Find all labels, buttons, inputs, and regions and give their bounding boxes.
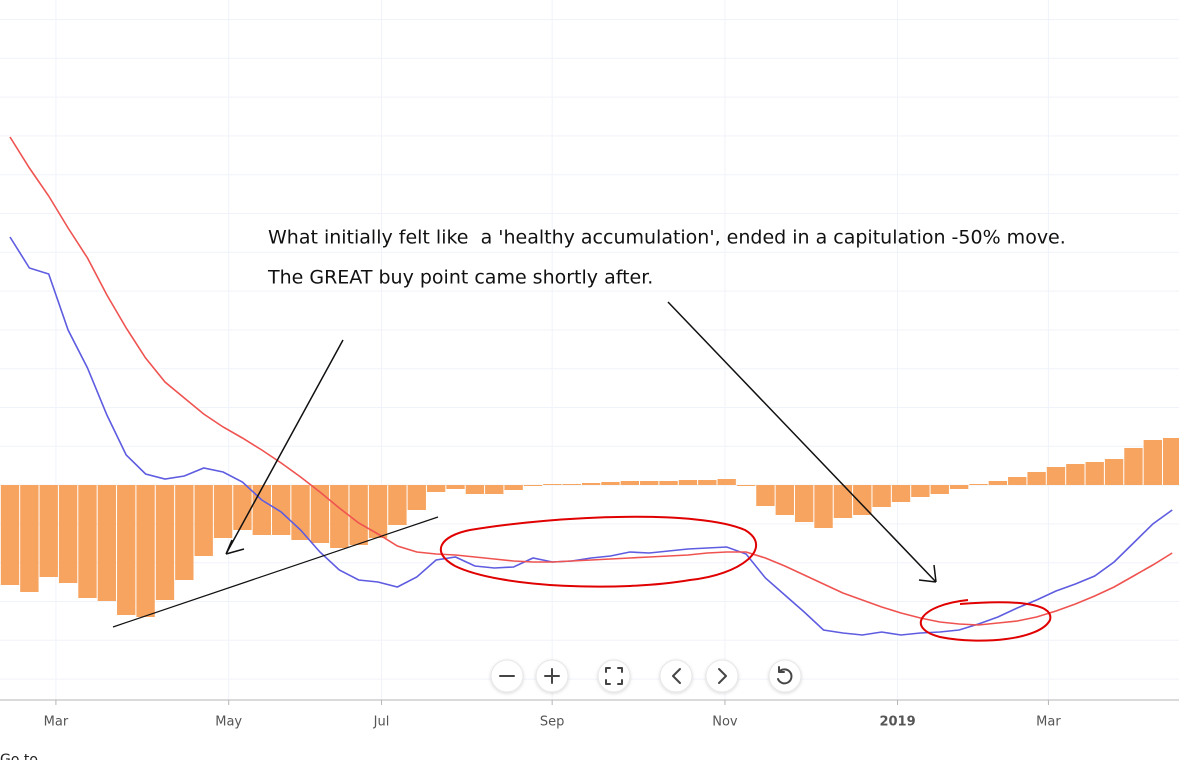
histogram-bar: [39, 485, 58, 577]
histogram-bar: [1124, 448, 1143, 485]
line: [9, 236, 1173, 636]
histogram-bar: [465, 485, 485, 494]
toolbar: [490, 659, 802, 693]
histogram-bar: [698, 480, 717, 485]
line: [9, 136, 1173, 626]
histogram-bar: [1163, 438, 1179, 485]
histogram-bar: [640, 481, 659, 485]
scroll-right-button[interactable]: [705, 659, 739, 693]
x-tick-label: Mar: [1036, 715, 1061, 730]
histogram-bar: [562, 484, 581, 485]
histogram-bar: [136, 485, 155, 617]
histogram-bar: [1143, 440, 1163, 485]
histogram-bar: [1008, 477, 1027, 485]
histogram-bar: [678, 480, 698, 485]
histogram-bar: [485, 485, 504, 494]
histogram-bar: [872, 485, 891, 507]
histogram-bar: [756, 485, 775, 506]
histogram-bar: [1066, 464, 1085, 485]
x-tick-label: Nov: [712, 715, 738, 730]
histogram-bar: [368, 485, 388, 538]
fullscreen-button[interactable]: [597, 659, 631, 693]
scroll-left-button[interactable]: [659, 659, 693, 693]
histogram-bar: [1046, 467, 1066, 485]
arrow: [225, 339, 344, 555]
histogram-bar: [0, 485, 20, 585]
histogram-bar: [601, 482, 620, 485]
histogram-bar: [446, 485, 465, 489]
x-tick-label: Sep: [540, 715, 565, 730]
drawings: [112, 301, 1052, 642]
histogram-bar: [20, 485, 39, 592]
histogram-bar: [97, 485, 117, 601]
histogram-bar: [911, 485, 930, 497]
histogram-bar: [543, 484, 562, 485]
histogram-bar: [949, 485, 969, 489]
histogram-bar: [736, 485, 756, 486]
histogram-bar: [969, 484, 988, 485]
histogram-bar: [155, 485, 175, 600]
histogram-bar: [310, 485, 330, 543]
histogram-bar: [233, 485, 252, 530]
histogram-bar: [504, 485, 523, 490]
histogram-bar: [717, 479, 736, 485]
x-axis-labels: Mar May Jul Sep Nov 2019 Mar: [44, 700, 1061, 730]
zoom-in-button[interactable]: [535, 659, 569, 693]
histogram-bar: [194, 485, 213, 556]
histogram-bar: [853, 485, 872, 515]
annotation: What initially felt like a 'healthy accu…: [268, 227, 1066, 249]
arrow: [667, 301, 937, 583]
histogram-bar: [349, 485, 368, 545]
histogram-bar: [794, 485, 814, 522]
histogram-bar: [117, 485, 136, 615]
x-tick-label: May: [215, 715, 242, 730]
histogram-bar: [426, 485, 446, 492]
histogram-bar: [252, 485, 271, 535]
histogram-bar: [775, 485, 794, 515]
x-tick-label: 2019: [879, 715, 915, 730]
histogram-bar: [581, 483, 601, 485]
plot-area: [0, 136, 1179, 636]
x-tick-label: Mar: [44, 715, 69, 730]
highlight-ellipse: [919, 599, 1052, 642]
histogram-bar: [291, 485, 310, 540]
histogram-bar: [58, 485, 78, 583]
histogram-bar: [1104, 459, 1124, 485]
histogram-bar: [78, 485, 97, 598]
histogram-bar: [659, 481, 678, 485]
histogram-bar: [407, 485, 426, 510]
grid: [0, 0, 1179, 700]
histogram-bar: [1027, 472, 1046, 485]
zoom-out-button[interactable]: [490, 659, 524, 693]
histogram-bar: [388, 485, 407, 525]
histogram-bar: [988, 481, 1008, 485]
histogram-bar: [891, 485, 911, 502]
histogram-bar: [833, 485, 853, 518]
annotation: The GREAT buy point came shortly after.: [267, 267, 653, 289]
footer-link[interactable]: Go to: [0, 752, 38, 760]
histogram-bar: [620, 481, 640, 485]
histogram-bar: [330, 485, 349, 548]
histogram-bar: [175, 485, 194, 580]
histogram-bar: [930, 485, 949, 494]
histogram-bar: [1085, 462, 1104, 485]
trend-line: [112, 516, 439, 628]
histogram-bar: [213, 485, 233, 538]
x-tick-label: Jul: [373, 715, 390, 730]
histogram-bar: [523, 485, 543, 486]
histogram-bar: [814, 485, 833, 528]
reset-button[interactable]: [768, 659, 802, 693]
highlight-ellipse: [440, 515, 758, 588]
histogram-bar: [271, 485, 291, 535]
